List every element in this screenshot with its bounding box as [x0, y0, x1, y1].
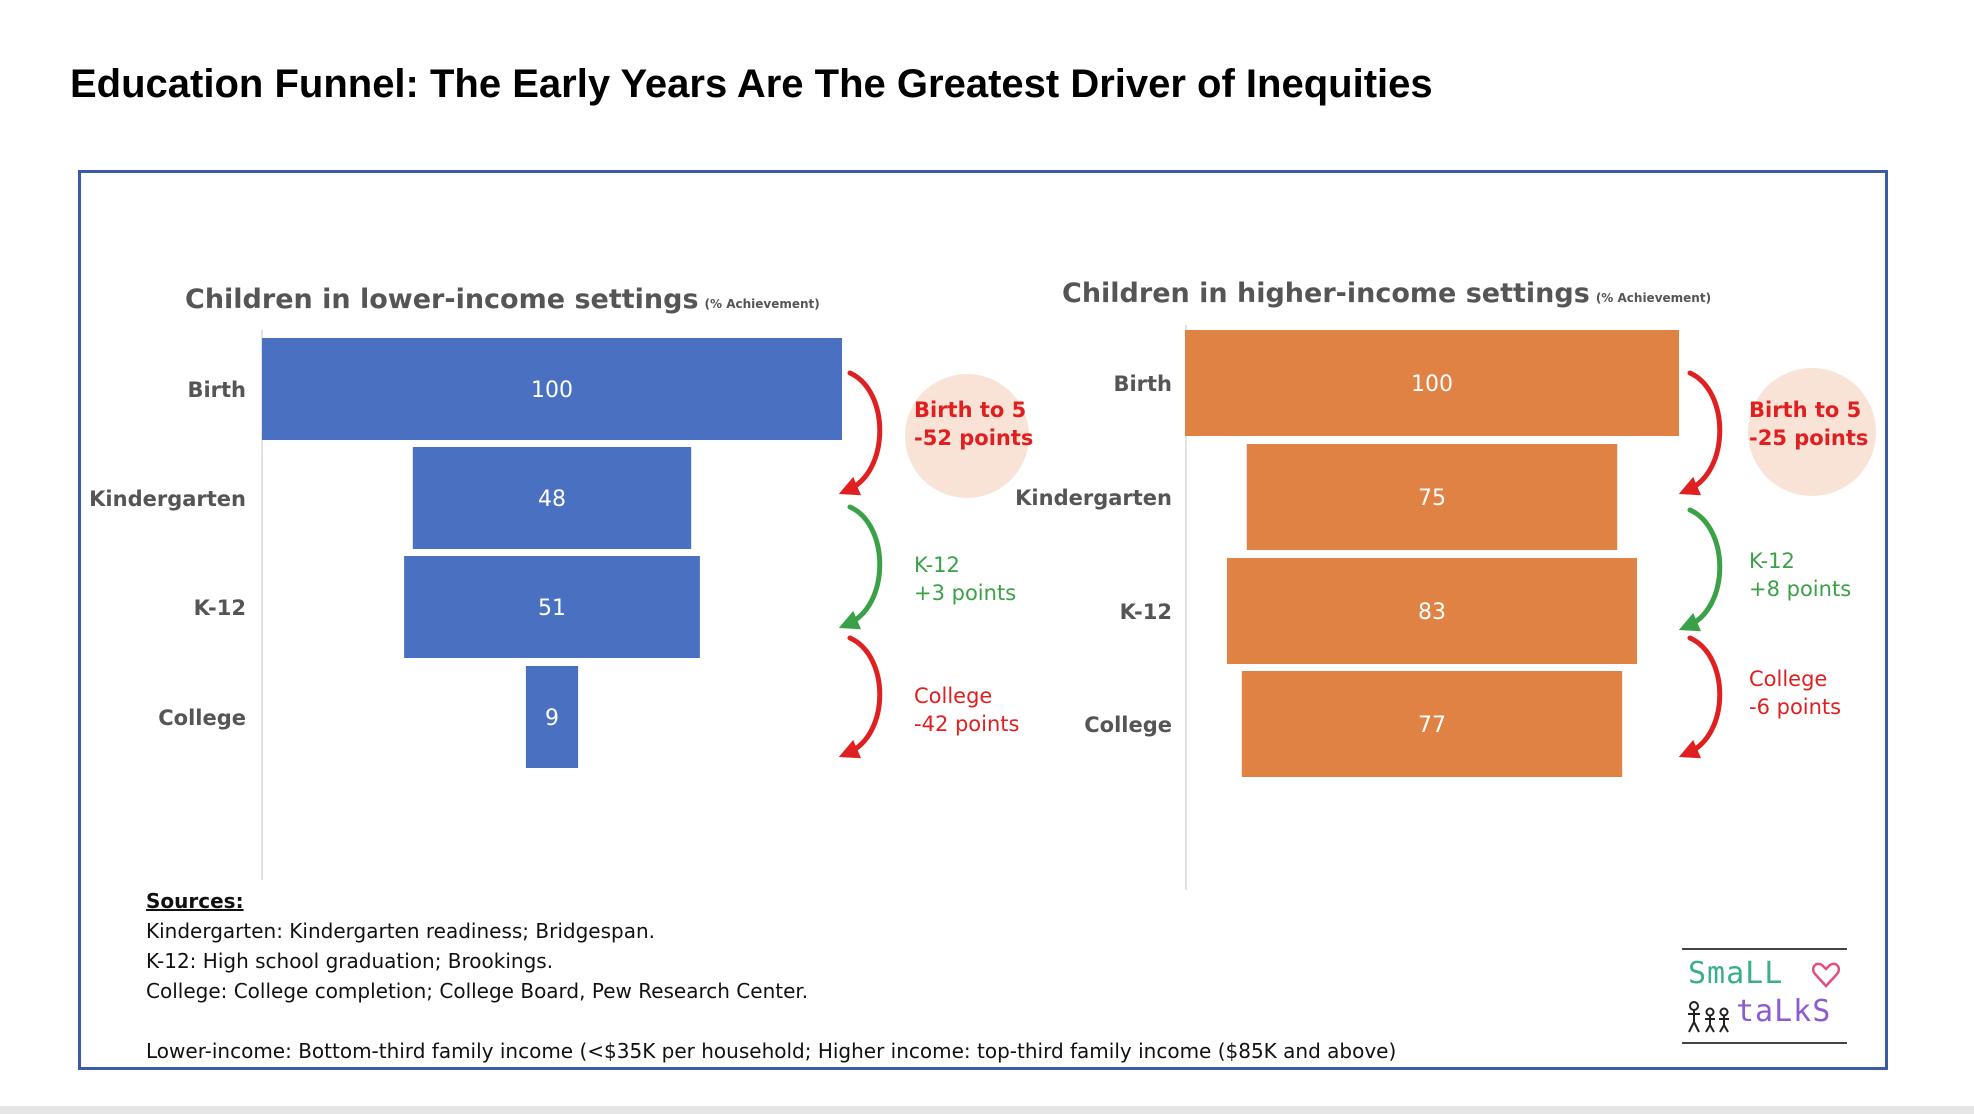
- annotation-text-higher-2-0: College: [1749, 667, 1827, 691]
- annotation-arrow-higher-1: [1678, 507, 1723, 632]
- annotation-arrow-higher-0: [1678, 370, 1723, 496]
- category-label-lower-college: College: [158, 706, 246, 730]
- category-label-lower-k-12: K-12: [194, 596, 246, 620]
- chart-title-higher: Children in higher-income settings (% Ach…: [1062, 278, 1711, 309]
- annotation-highlight-lower: [905, 374, 1029, 498]
- category-label-higher-birth: Birth: [1113, 372, 1172, 396]
- page-title: Education Funnel: The Early Years Are Th…: [70, 62, 1433, 106]
- annotation-text-higher-2-1: -6 points: [1749, 695, 1841, 719]
- category-label-lower-birth: Birth: [187, 378, 246, 402]
- annotation-text-higher-1-0: K-12: [1749, 549, 1795, 573]
- heart-icon: [1812, 962, 1840, 988]
- data-label-higher-birth: 100: [1411, 372, 1453, 397]
- annotation-text-higher-1-1: +8 points: [1749, 577, 1851, 601]
- logo-line1: SmaLL: [1688, 956, 1784, 991]
- chart-subtitle-lower: (% Achievement): [704, 297, 820, 311]
- source-line-college: College: College completion; College Boa…: [146, 979, 809, 1003]
- annotation-text-higher-0-1: -25 points: [1749, 426, 1868, 450]
- annotation-text-lower-0-0: Birth to 5: [914, 398, 1026, 422]
- annotation-text-higher-0-0: Birth to 5: [1749, 398, 1861, 422]
- data-label-higher-college: 77: [1418, 713, 1446, 738]
- annotation-text-lower-0-1: -52 points: [914, 426, 1033, 450]
- data-label-higher-k-12: 83: [1418, 600, 1446, 625]
- sources-block: Sources: Kindergarten: Kindergarten read…: [146, 886, 1396, 1066]
- category-label-lower-kindergarten: Kindergarten: [89, 487, 246, 511]
- annotation-arrow-lower-0: [838, 370, 883, 496]
- chart-frame: [78, 170, 1888, 1070]
- annotation-text-lower-1-1: +3 points: [914, 581, 1016, 605]
- annotation-highlight-higher: [1748, 368, 1876, 496]
- annotation-text-lower-2-0: College: [914, 684, 992, 708]
- category-label-higher-k-12: K-12: [1120, 600, 1172, 624]
- data-label-lower-college: 9: [545, 706, 559, 731]
- family-figures-icon: [1688, 1001, 1729, 1033]
- annotation-text-lower-2-1: -42 points: [914, 712, 1019, 736]
- annotation-arrow-lower-2: [838, 635, 883, 759]
- annotation-arrow-higher-2: [1678, 635, 1723, 759]
- category-label-higher-college: College: [1084, 713, 1172, 737]
- source-line-k12: K-12: High school graduation; Brookings.: [146, 949, 554, 973]
- bar-lower-k-12: [404, 556, 700, 658]
- source-line-kindergarten: Kindergarten: Kindergarten readiness; Br…: [146, 919, 655, 943]
- annotation-text-lower-1-0: K-12: [914, 553, 960, 577]
- small-talks-logo: SmaLL taLkS: [1682, 948, 1847, 1044]
- chart-title-lower: Children in lower-income settings (% Achi…: [185, 284, 820, 315]
- data-label-lower-kindergarten: 48: [538, 487, 566, 512]
- sources-heading: Sources:: [146, 889, 244, 913]
- category-label-higher-kindergarten: Kindergarten: [1015, 486, 1172, 510]
- bar-lower-college: [525, 666, 579, 768]
- annotation-arrow-lower-1: [838, 504, 883, 630]
- bar-higher-kindergarten: [1246, 444, 1618, 550]
- bar-lower-kindergarten: [412, 447, 692, 549]
- data-label-lower-birth: 100: [531, 378, 573, 403]
- income-footnote: Lower-income: Bottom-third family income…: [146, 1039, 1397, 1063]
- bar-higher-birth: [1185, 330, 1679, 436]
- bar-higher-k-12: [1226, 558, 1638, 664]
- bar-higher-college: [1241, 671, 1623, 777]
- data-label-lower-k-12: 51: [538, 596, 566, 621]
- bottom-strip: [0, 1106, 1974, 1114]
- data-label-higher-kindergarten: 75: [1418, 486, 1446, 511]
- logo-line2: taLkS: [1736, 994, 1832, 1029]
- bar-lower-birth: [262, 338, 842, 440]
- chart-subtitle-higher: (% Achievement): [1595, 291, 1712, 305]
- chart-title-higher-text: Children in higher-income settings: [1062, 278, 1590, 309]
- chart-title-lower-text: Children in lower-income settings: [185, 284, 699, 315]
